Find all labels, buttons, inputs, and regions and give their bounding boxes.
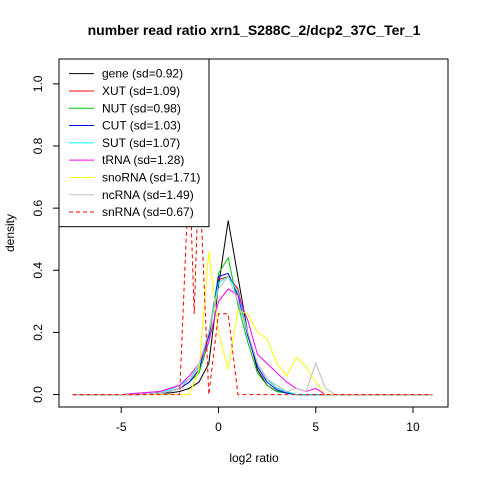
series-line-2 — [72, 256, 433, 396]
y-tick-label: 0.6 — [31, 199, 45, 216]
x-axis-label: log2 ratio — [229, 451, 279, 465]
series-layer — [72, 164, 433, 396]
legend-entry: SUT (sd=1.07) — [102, 136, 180, 150]
x-tick-label: 10 — [406, 420, 420, 434]
legend-entry: XUT (sd=1.09) — [102, 84, 180, 98]
legend-entry: NUT (sd=0.98) — [102, 101, 181, 115]
y-tick-label: 0.4 — [31, 262, 45, 279]
y-axis-label: density — [3, 214, 17, 252]
y-axis: 0.0 0.2 0.4 0.6 0.8 1.0 — [31, 75, 60, 403]
legend-entry: ncRNA (sd=1.49) — [102, 188, 194, 202]
x-tick-label: -5 — [116, 420, 127, 434]
series-line-8 — [72, 164, 433, 396]
y-tick-label: 0.8 — [31, 137, 45, 154]
series-line-3 — [72, 272, 433, 396]
x-axis: -5 0 5 10 — [116, 406, 420, 434]
series-line-0 — [72, 220, 433, 396]
legend-entry: gene (sd=0.92) — [102, 67, 183, 81]
series-line-7 — [72, 275, 433, 396]
legend-entry: snoRNA (sd=1.71) — [102, 170, 200, 184]
legend-entry: snRNA (sd=0.67) — [102, 205, 194, 219]
series-line-5 — [72, 288, 433, 396]
legend: gene (sd=0.92) XUT (sd=1.09) NUT (sd=0.98)… — [58, 58, 210, 228]
x-tick-label: 0 — [215, 420, 222, 434]
x-tick-label: 5 — [312, 420, 319, 434]
series-line-6 — [72, 251, 433, 396]
y-tick-label: 0.2 — [31, 324, 45, 341]
y-tick-label: 1.0 — [31, 75, 45, 92]
legend-entry: tRNA (sd=1.28) — [102, 153, 184, 167]
legend-entry: CUT (sd=1.03) — [102, 119, 181, 133]
chart-title: number read ratio xrn1_S288C_2/dcp2_37C_… — [88, 22, 421, 38]
y-tick-label: 0.0 — [31, 386, 45, 403]
